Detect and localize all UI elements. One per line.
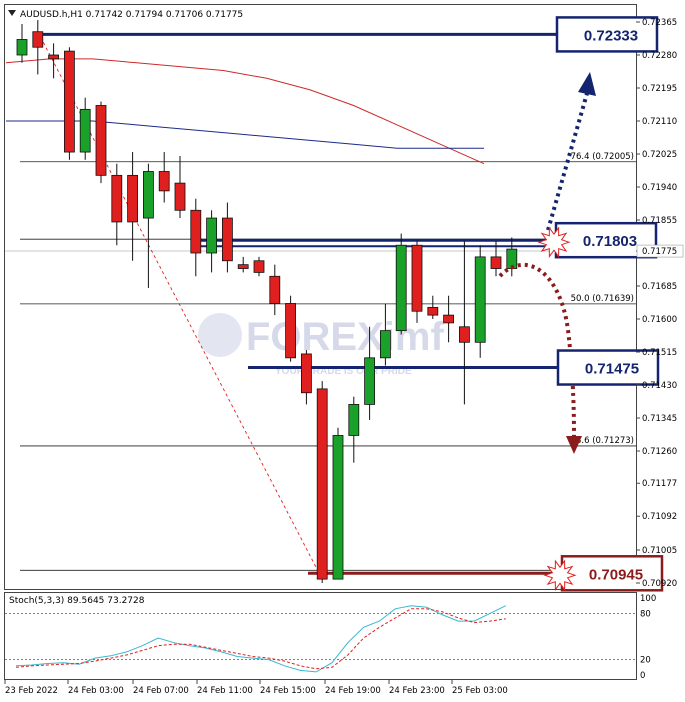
- candle-body: [32, 31, 44, 48]
- level-box-label: 0.72333: [584, 27, 638, 44]
- candles: [16, 20, 518, 583]
- price-tick-label: 0.72025: [642, 150, 677, 160]
- level-box-label: 0.71803: [583, 233, 637, 250]
- candle-body: [364, 357, 376, 405]
- candle-body: [490, 256, 502, 269]
- price-axis: 0.72365 0.72280 0.72195 0.72110 0.72025 0.719…: [636, 18, 684, 589]
- candle-body: [64, 50, 75, 153]
- level-box-label: 0.70945: [589, 566, 643, 583]
- forecast-arrows: [498, 72, 596, 454]
- stoch-level-label: 80: [640, 609, 651, 619]
- time-tick-label: 24 Feb 11:00: [197, 686, 253, 696]
- price-tick-label: 0.72280: [642, 51, 677, 61]
- stoch-level-label: 20: [640, 656, 651, 666]
- candle-body: [206, 217, 218, 254]
- stoch-level-label: 100: [640, 594, 656, 604]
- time-tick-label: 24 Feb 07:00: [133, 686, 189, 696]
- current-price-label: 0.71775: [642, 247, 677, 257]
- price-tick-label: 0.71600: [642, 315, 677, 325]
- moving-average-slow: [6, 120, 484, 149]
- watermark-tagline: YOUR TRADE IS OUR PRIDE: [275, 366, 412, 377]
- fib-label: 50.0 (0.71639): [571, 294, 634, 304]
- stoch-pane-frame: [4, 592, 637, 680]
- stoch-main-line: [15, 605, 507, 673]
- watermark-logo: FOREXimf YOUR TRADE IS OUR PRIDE: [198, 313, 444, 377]
- candle-body: [111, 174, 123, 223]
- current-price-badge: [636, 244, 684, 258]
- chart-lines: 76.4 (0.72005) 50.0 (0.71639) 23.6 (0.7127…: [5, 31, 636, 580]
- time-tick-label: 24 Feb 15:00: [260, 686, 316, 696]
- time-tick-label: 24 Feb 19:00: [325, 686, 381, 696]
- price-tick-label: 0.71855: [642, 216, 677, 226]
- candle-body: [253, 260, 265, 273]
- price-tick-label: 0.72195: [642, 84, 677, 94]
- price-tick-label: 0.71940: [642, 183, 677, 193]
- time-tick-label: 24 Feb 23:00: [389, 686, 445, 696]
- price-tick-label: 0.71515: [642, 348, 677, 358]
- stoch-signal-line: [15, 608, 506, 670]
- candle-body: [174, 182, 186, 211]
- candle-body: [127, 174, 138, 223]
- candle-body: [48, 54, 59, 60]
- price-tick-label: 0.72365: [642, 18, 677, 28]
- price-tick-label: 0.71430: [642, 381, 677, 391]
- candle-body: [348, 404, 360, 436]
- candle-body: [158, 171, 170, 192]
- chart-header: AUDUSD.h,H1 0.71742 0.71794 0.71706 0.71…: [20, 10, 243, 20]
- arrow-up-head-icon: [578, 72, 596, 96]
- candle-body: [300, 353, 312, 394]
- starburst-icon: [537, 226, 571, 259]
- time-tick-label: 25 Feb 03:00: [452, 686, 508, 696]
- candle-body: [142, 171, 154, 219]
- candle-body: [332, 435, 344, 580]
- candle-body: [190, 209, 202, 254]
- watermark-brand: FOREXimf: [246, 315, 444, 359]
- candle-body: [79, 108, 91, 153]
- price-tick-label: 0.70920: [642, 579, 677, 589]
- time-tick-label: 24 Feb 03:00: [68, 686, 124, 696]
- candle-body: [285, 303, 297, 359]
- candle-body: [427, 306, 439, 316]
- price-tick-label: 0.71260: [642, 447, 677, 457]
- arrow-down-head-icon: [566, 436, 582, 454]
- candle-body: [16, 39, 28, 56]
- candle-body: [316, 388, 328, 580]
- candle-body: [458, 326, 470, 343]
- level-box: [560, 555, 664, 592]
- arrow-up-path: [546, 89, 590, 231]
- main-pane-frame: [4, 4, 637, 590]
- price-tick-label: 0.71345: [642, 414, 677, 424]
- candle-body: [269, 275, 281, 304]
- moving-average-fast: [5, 58, 485, 165]
- stoch-level-label: 0: [640, 671, 645, 681]
- candle-body: [221, 217, 233, 262]
- starburst-icon: [543, 559, 577, 592]
- time-axis: 23 Feb 2022 24 Feb 03:00 24 Feb 07:00 24 Fe…: [4, 680, 508, 696]
- stoch-header: Stoch(5,3,3) 89.5645 73.2728: [9, 596, 145, 606]
- price-tick-label: 0.72110: [642, 117, 677, 127]
- candle-body: [395, 244, 407, 332]
- fib-label: 23.6 (0.71273): [571, 436, 634, 446]
- price-tick-label: 0.71685: [642, 282, 677, 292]
- price-tick-label: 0.71092: [642, 512, 677, 522]
- candle-body: [379, 330, 391, 359]
- time-tick-label: 23 Feb 2022: [5, 686, 58, 696]
- level-box: [556, 349, 660, 386]
- stochastic-pane: 100 80 20 0: [5, 594, 656, 681]
- price-tick-label: 0.71177: [642, 479, 677, 489]
- candle-body: [237, 264, 249, 269]
- candle-body: [411, 244, 423, 312]
- candle-body: [474, 256, 486, 343]
- candle-body: [95, 105, 107, 176]
- level-box-label: 0.71475: [585, 361, 639, 378]
- level-box: [555, 16, 659, 53]
- fib-label: 76.4 (0.72005): [571, 152, 634, 162]
- arrow-down-path: [498, 263, 576, 441]
- scroll-triangle-icon[interactable]: [8, 10, 16, 16]
- candle-body: [443, 314, 455, 324]
- price-tick-label: 0.71005: [642, 546, 677, 556]
